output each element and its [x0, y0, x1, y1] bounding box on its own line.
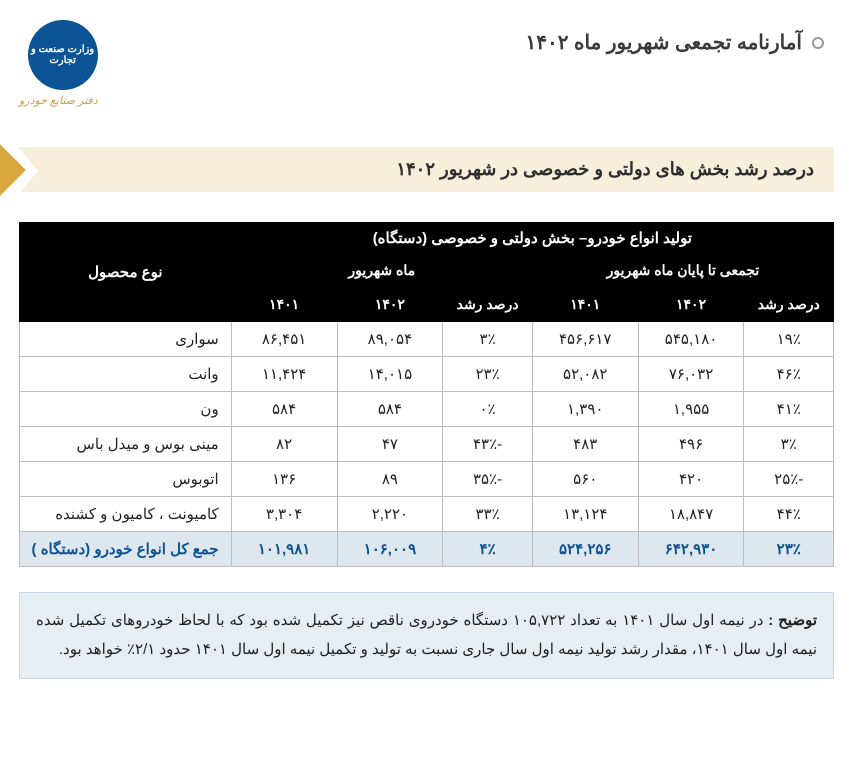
note-text: در نیمه اول سال ۱۴۰۱ به تعداد ۱۰۵,۷۲۲ دس… [37, 612, 818, 658]
table-body: ۱۹٪ ۵۴۵,۱۸۰ ۴۵۶,۶۱۷ ۳٪ ۸۹,۰۵۴ ۸۶,۴۵۱ سوا… [21, 322, 835, 567]
col-m1402: ۱۴۰۲ [338, 288, 444, 322]
table-row: ۳٪ ۴۹۶ ۴۸۳ -۴۳٪ ۴۷ ۸۲ مینی بوس و میدل با… [21, 427, 835, 462]
page-title-wrap: آمارنامه تجمعی شهریور ماه ۱۴۰۲ [526, 20, 825, 55]
header: آمارنامه تجمعی شهریور ماه ۱۴۰۲ وزارت صنع… [0, 0, 855, 117]
col-mgrowth: درصد رشد [444, 288, 534, 322]
note-box: توضیح : در نیمه اول سال ۱۴۰۱ به تعداد ۱۰… [20, 592, 835, 679]
table-row: ۴۴٪ ۱۸,۸۴۷ ۱۳,۱۲۴ ۳۳٪ ۲,۲۲۰ ۳,۳۰۴ کامیون… [21, 497, 835, 532]
table-row: -۲۵٪ ۴۲۰ ۵۶۰ -۳۵٪ ۸۹ ۱۳۶ اتوبوس [21, 462, 835, 497]
col-cgrowth: درصد رشد [745, 288, 835, 322]
bullet-icon [813, 37, 825, 49]
ministry-logo-icon: وزارت صنعت و تجارت [29, 20, 99, 90]
month-header: ماه شهریور [232, 254, 533, 288]
production-table: تولید انواع خودرو– بخش دولتی و خصوصی (دس… [20, 222, 835, 567]
table-row: ۴۱٪ ۱,۹۵۵ ۱,۳۹۰ ۰٪ ۵۸۴ ۵۸۴ ون [21, 392, 835, 427]
group-header: تولید انواع خودرو– بخش دولتی و خصوصی (دس… [232, 223, 834, 254]
col-m1401: ۱۴۰۱ [232, 288, 338, 322]
col-c1401: ۱۴۰۱ [533, 288, 639, 322]
page-title: آمارنامه تجمعی شهریور ماه ۱۴۰۲ [526, 30, 803, 55]
table-row: ۱۹٪ ۵۴۵,۱۸۰ ۴۵۶,۶۱۷ ۳٪ ۸۹,۰۵۴ ۸۶,۴۵۱ سوا… [21, 322, 835, 357]
section-banner: درصد رشد بخش های دولتی و خصوصی در شهریور… [0, 147, 855, 192]
table-row: ۴۶٪ ۷۶,۰۳۲ ۵۲,۰۸۲ ۲۳٪ ۱۴,۰۱۵ ۱۱,۴۲۴ وانت [21, 357, 835, 392]
table-head: تولید انواع خودرو– بخش دولتی و خصوصی (دس… [21, 223, 835, 322]
col-c1402: ۱۴۰۲ [639, 288, 745, 322]
product-header: نوع محصول [21, 223, 233, 322]
logo: وزارت صنعت و تجارت دفتر صنایع خودرو [20, 20, 99, 107]
note-label: توضیح : [769, 612, 818, 629]
logo-subtitle: دفتر صنایع خودرو [20, 94, 99, 107]
table-total-row: ۲۳٪ ۶۴۲,۹۳۰ ۵۲۴,۲۵۶ ۴٪ ۱۰۶,۰۰۹ ۱۰۱,۹۸۱ ج… [21, 532, 835, 567]
cumul-header: تجمعی تا پایان ماه شهریور [533, 254, 834, 288]
section-title: درصد رشد بخش های دولتی و خصوصی در شهریور… [19, 147, 835, 192]
